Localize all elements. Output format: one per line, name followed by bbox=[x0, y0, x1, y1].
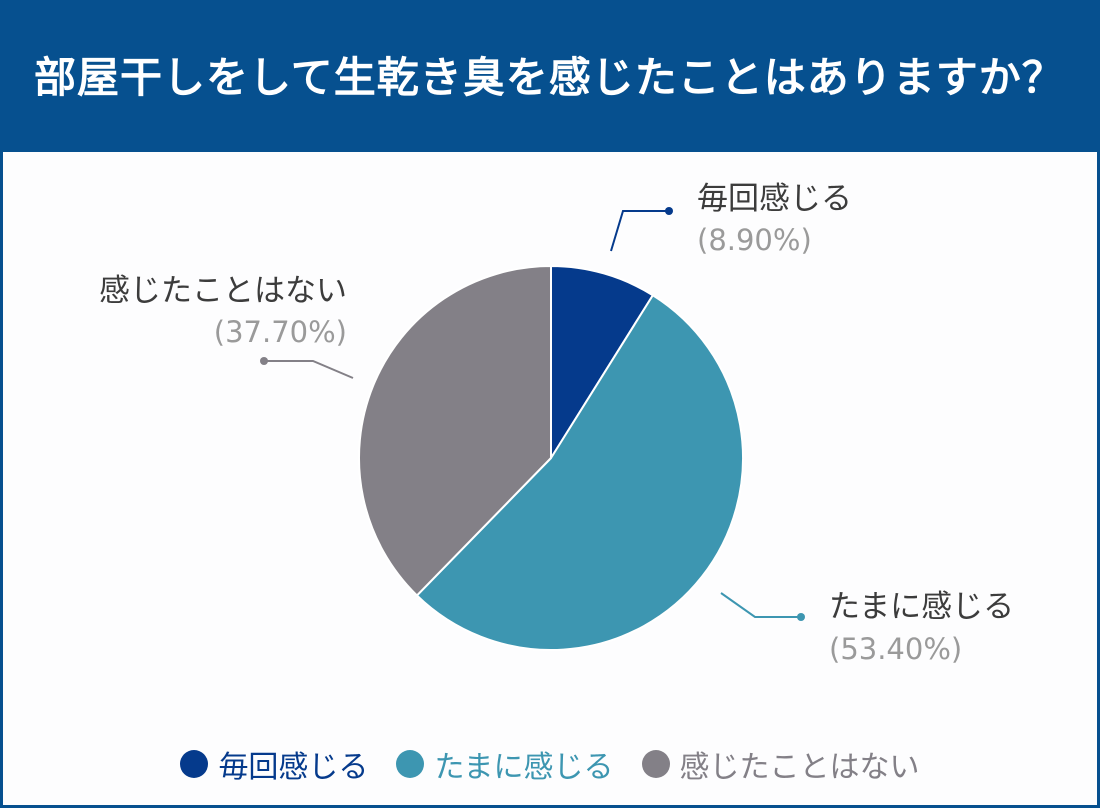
legend-item-nai[interactable]: 感じたことはない bbox=[641, 742, 920, 786]
legend-label-maikai: 毎回感じる bbox=[218, 750, 369, 785]
legend-item-maikai[interactable]: 毎回感じる bbox=[180, 742, 368, 786]
leader-dot-tamani bbox=[797, 613, 805, 621]
pie-slices bbox=[358, 264, 744, 652]
legend-label-tamani: たまに感じる bbox=[434, 750, 614, 785]
legend-label-nai: 感じたことはない bbox=[679, 750, 920, 785]
data-pct-tamani: (53.40%) bbox=[829, 632, 962, 666]
pie-slice-maikai bbox=[550, 264, 655, 462]
pie-slice-nai bbox=[358, 264, 552, 597]
data-pct-maikai: (8.90%) bbox=[697, 223, 812, 257]
data-pct-nai: (37.70%) bbox=[214, 315, 347, 349]
legend-item-tamani[interactable]: たまに感じる bbox=[396, 742, 614, 786]
leader-dot-nai bbox=[260, 357, 268, 365]
leader-line-tamani bbox=[720, 592, 800, 618]
legend-swatch-maikai bbox=[180, 750, 209, 778]
page-title: 部屋干しをして生乾き臭を感じたことはありますか？ bbox=[34, 53, 1065, 102]
pie-slice-tamani bbox=[415, 293, 744, 652]
data-label-maikai: 毎回感じる bbox=[697, 181, 852, 217]
leader-line-maikai bbox=[610, 210, 669, 252]
legend-swatch-nai bbox=[641, 750, 670, 778]
data-label-nai: 感じたことはない bbox=[99, 273, 347, 309]
leader-dot-maikai bbox=[665, 207, 673, 215]
data-label-tamani: たまに感じる bbox=[829, 589, 1014, 625]
title-banner: 部屋干しをして生乾き臭を感じたことはありますか？ bbox=[0, 0, 1100, 152]
chart-legend: 毎回感じる たまに感じる 感じたことはない bbox=[0, 742, 1100, 786]
legend-swatch-tamani bbox=[396, 750, 425, 778]
leader-line-nai bbox=[264, 360, 354, 379]
